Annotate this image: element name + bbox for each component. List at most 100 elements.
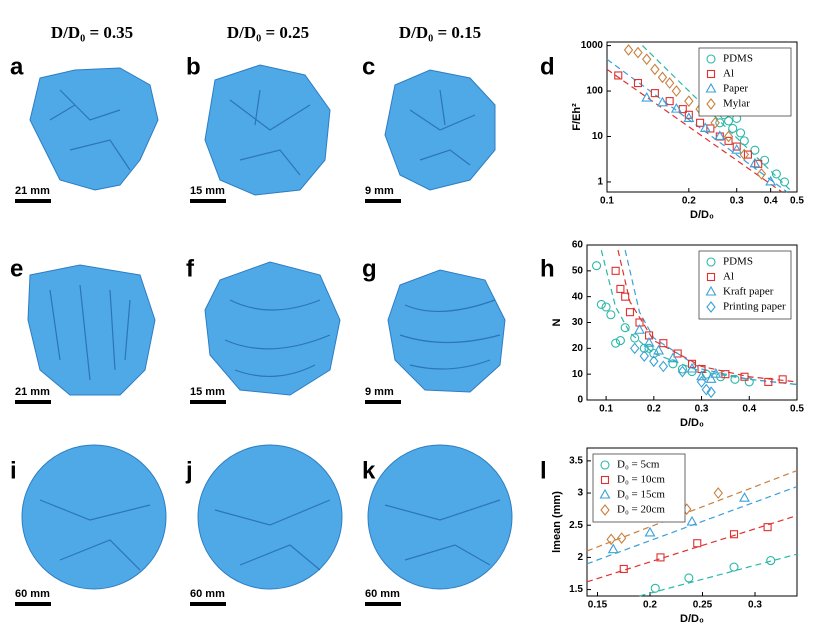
fit-line xyxy=(639,553,798,597)
y-tick-label: 1000 xyxy=(581,40,604,51)
data-point xyxy=(750,145,760,155)
column-header: D/D₀ = 0.25 xyxy=(227,23,309,42)
scale-label: 60 mm xyxy=(15,588,50,600)
column-header: D/D₀ = 0.35 xyxy=(51,23,133,42)
panel-letter: f xyxy=(186,255,195,282)
legend-marker xyxy=(600,504,610,516)
y-tick-label: 1 xyxy=(597,177,603,188)
legend-marker xyxy=(706,54,716,64)
data-point xyxy=(633,46,643,59)
scale-label: 15 mm xyxy=(190,185,225,197)
data-point xyxy=(739,136,749,146)
data-point xyxy=(740,372,749,381)
photo xyxy=(387,269,506,393)
y-axis-label: F/Eh² xyxy=(571,103,583,131)
legend-label: Al xyxy=(723,271,734,283)
x-axis-label: D/D₀ xyxy=(690,209,714,221)
fit-line xyxy=(586,469,798,552)
data-point xyxy=(657,96,668,107)
x-tick-label: 0.1 xyxy=(600,196,614,207)
data-point xyxy=(701,383,712,396)
legend-marker xyxy=(706,257,716,267)
data-point xyxy=(699,122,711,133)
data-point xyxy=(683,112,695,122)
data-point xyxy=(686,362,698,373)
y-tick-label: 40 xyxy=(572,291,584,302)
legend-marker xyxy=(600,475,610,485)
data-point xyxy=(710,116,720,129)
data-point xyxy=(743,150,752,159)
data-point xyxy=(643,337,655,347)
data-point xyxy=(601,302,611,312)
x-tick-label: 0.4 xyxy=(764,196,778,207)
y-tick-label: 60 xyxy=(572,240,584,251)
data-point xyxy=(644,343,654,353)
data-point xyxy=(780,177,790,187)
data-point xyxy=(764,377,773,386)
data-point xyxy=(730,374,740,384)
data-point xyxy=(670,102,682,113)
data-point xyxy=(724,136,733,145)
data-point xyxy=(611,338,621,348)
data-point xyxy=(684,95,694,107)
y-tick-label: 1.5 xyxy=(569,584,583,595)
photo xyxy=(204,261,341,396)
x-tick-label: 0.2 xyxy=(647,404,661,415)
data-point xyxy=(633,78,643,88)
panel-letter: e xyxy=(10,255,23,282)
data-point xyxy=(650,583,660,593)
data-point xyxy=(749,157,761,168)
y-tick-label: 10 xyxy=(592,131,604,142)
data-point xyxy=(623,44,634,56)
data-point xyxy=(668,359,678,369)
data-point xyxy=(710,368,722,378)
data-point xyxy=(649,355,659,368)
photo xyxy=(21,444,167,590)
data-point xyxy=(653,344,665,355)
x-tick-label: 0.3 xyxy=(730,196,744,207)
data-point xyxy=(705,373,717,383)
data-point xyxy=(673,349,682,358)
data-point xyxy=(729,530,739,539)
panel-letter: b xyxy=(186,53,201,80)
x-axis-label: D/D₀ xyxy=(680,613,704,625)
legend-marker xyxy=(706,69,716,79)
photo xyxy=(204,64,331,196)
column-header: D/D₀ = 0.15 xyxy=(399,23,481,42)
scale-label: 21 mm xyxy=(15,185,50,197)
x-tick-label: 0.4 xyxy=(742,404,756,415)
data-point xyxy=(684,110,693,119)
y-tick-label: 20 xyxy=(572,343,584,354)
data-point xyxy=(642,53,652,66)
y-tick-label: 2.5 xyxy=(569,520,583,531)
x-tick-label: 0.2 xyxy=(682,196,696,207)
data-point xyxy=(713,487,723,499)
data-point xyxy=(620,323,630,333)
data-point xyxy=(621,292,630,301)
data-point xyxy=(724,116,734,126)
data-point xyxy=(607,543,619,554)
legend-marker xyxy=(705,82,717,93)
y-tick-label: 50 xyxy=(572,265,584,276)
data-point xyxy=(639,343,649,353)
legend-marker xyxy=(599,488,611,499)
data-point xyxy=(641,91,653,102)
legend-label: Mylar xyxy=(723,98,750,110)
panel-letter: a xyxy=(10,53,24,80)
data-point xyxy=(715,118,725,128)
data-point xyxy=(611,266,620,275)
data-point xyxy=(616,284,625,293)
data-point xyxy=(686,515,698,526)
data-point xyxy=(639,350,649,362)
data-point xyxy=(616,532,627,544)
data-point xyxy=(684,573,694,583)
photo xyxy=(197,444,343,590)
data-point xyxy=(778,375,787,384)
data-point xyxy=(630,333,640,343)
data-point xyxy=(756,168,767,180)
panel-letter: l xyxy=(540,457,547,484)
scale-bars xyxy=(15,199,401,606)
data-point xyxy=(706,386,716,399)
x-axis-label: D/D₀ xyxy=(680,417,704,429)
panel-letter: c xyxy=(362,53,375,80)
